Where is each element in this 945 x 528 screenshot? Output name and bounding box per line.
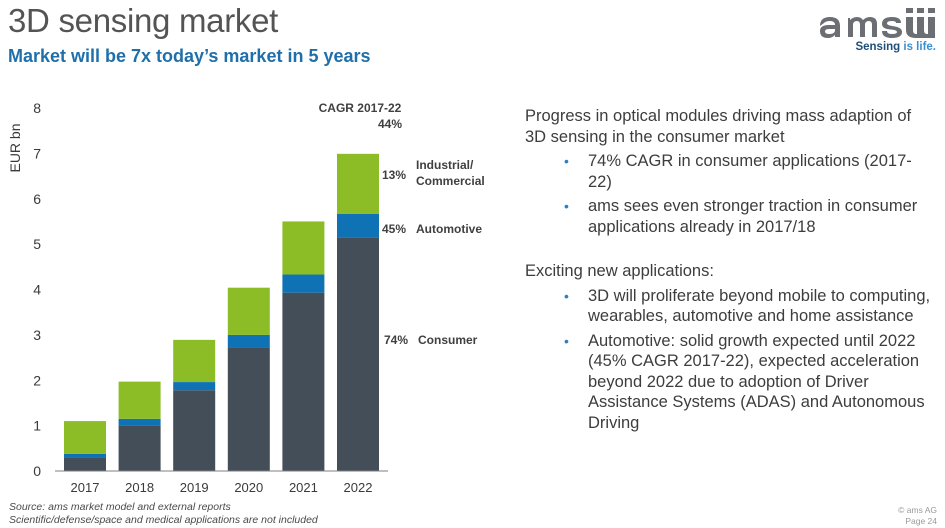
list-item: ams sees even stronger traction in consu… — [564, 196, 935, 237]
x-tick-label: 2019 — [180, 480, 209, 495]
y-tick-label: 0 — [33, 463, 41, 479]
bar-segment-automotive-2019 — [173, 382, 216, 391]
y-tick-label: 8 — [33, 100, 41, 116]
bar-segment-industrial-commercial-2022 — [337, 153, 379, 214]
bar-segment-automotive-2021 — [282, 274, 325, 293]
bar-segment-consumer-2018 — [118, 425, 161, 471]
y-tick-label: 7 — [33, 145, 41, 161]
y-tick-label: 4 — [33, 282, 41, 298]
intro-list: 74% CAGR in consumer applications (2017-… — [525, 151, 935, 237]
bar-segment-industrial-commercial-2019 — [173, 339, 216, 383]
list-item: Automotive: solid growth expected until … — [564, 331, 935, 434]
industrial-label-1: Industrial/ — [416, 158, 474, 172]
automotive-label: Automotive — [416, 222, 482, 236]
bar-segment-automotive-2018 — [118, 418, 161, 426]
cagr-total: 44% — [378, 117, 402, 131]
ams-logo: Sensing is life. — [818, 4, 940, 56]
bar-segment-automotive-2022 — [337, 213, 379, 238]
bar-segment-consumer-2021 — [282, 292, 325, 471]
key-points: Progress in optical modules driving mass… — [525, 106, 935, 437]
y-axis-label: EUR bn — [7, 123, 23, 172]
page-title: 3D sensing market — [8, 2, 279, 39]
bar-segment-industrial-commercial-2021 — [282, 221, 325, 275]
industrial-pct: 13% — [382, 168, 406, 182]
bar-segment-consumer-2022 — [337, 237, 379, 471]
stacked-bar-chart: EUR bn 0 1 2 3 4 5 6 7 8 2017 2018 2019 2020 2021 202… — [7, 100, 485, 495]
bar-segment-industrial-commercial-2018 — [118, 381, 161, 419]
automotive-pct: 45% — [382, 222, 406, 236]
bar-segment-industrial-commercial-2020 — [227, 287, 270, 335]
y-tick-label: 5 — [33, 236, 41, 252]
applications-list: 3D will proliferate beyond mobile to com… — [525, 286, 935, 434]
y-tick-label: 1 — [33, 418, 41, 434]
list-item: 74% CAGR in consumer applications (2017-… — [564, 151, 935, 192]
intro-text: Progress in optical modules driving mass… — [525, 107, 912, 146]
x-tick-label: 2017 — [71, 480, 100, 495]
bar-segment-consumer-2019 — [173, 390, 216, 471]
applications-heading: Exciting new applications: — [525, 262, 714, 280]
y-tick-label: 2 — [33, 372, 41, 388]
bar-segment-industrial-commercial-2017 — [64, 421, 106, 454]
x-tick-label: 2022 — [344, 480, 373, 495]
copyright: © ams AG — [898, 505, 937, 515]
footnotes: Source: ams market model and external re… — [9, 501, 318, 527]
consumer-pct: 74% — [384, 333, 408, 347]
source-note: Source: ams market model and external re… — [9, 501, 231, 513]
list-item: 3D will proliferate beyond mobile to com… — [564, 286, 935, 327]
consumer-label: Consumer — [418, 333, 478, 347]
x-tick-label: 2018 — [125, 480, 154, 495]
y-tick-label: 3 — [33, 327, 41, 343]
cagr-title: CAGR 2017-22 — [319, 101, 402, 115]
bar-segment-automotive-2017 — [64, 453, 106, 458]
y-tick-label: 6 — [33, 191, 41, 207]
bar-segment-consumer-2017 — [64, 457, 106, 471]
logo-tagline: Sensing is life. — [855, 41, 936, 53]
x-tick-label: 2021 — [289, 480, 318, 495]
bar-segment-consumer-2020 — [227, 347, 270, 471]
scope-note: Scientific/defense/space and medical app… — [9, 514, 318, 526]
page-subtitle: Market will be 7x today’s market in 5 ye… — [8, 46, 371, 66]
ams-logo-mark — [820, 8, 935, 38]
bar-segment-automotive-2020 — [227, 334, 270, 348]
industrial-label-2: Commercial — [416, 174, 485, 188]
page-footer: © ams AG Page 24 — [898, 505, 937, 527]
page-number: Page 24 — [905, 516, 937, 526]
x-tick-label: 2020 — [234, 480, 263, 495]
